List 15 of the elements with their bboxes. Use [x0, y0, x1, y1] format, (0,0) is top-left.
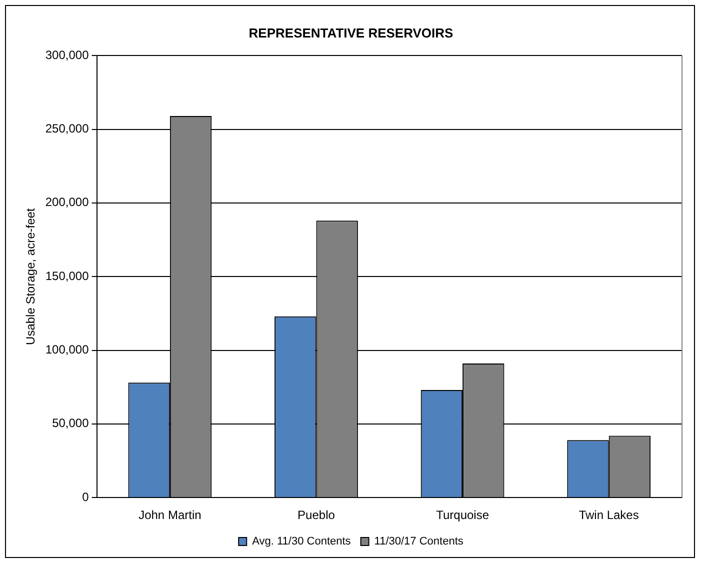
legend-label: 11/30/17 Contents — [374, 536, 464, 548]
y-tick-label: 200,000 — [45, 195, 90, 210]
legend-label: Avg. 11/30 Contents — [252, 536, 352, 548]
y-axis-title: Usable Storage, acre-feet — [24, 208, 38, 345]
y-tick-label: 50,000 — [52, 416, 90, 430]
x-tick-label: Turquoise — [436, 508, 490, 522]
x-tick-label: Pueblo — [298, 508, 336, 522]
y-tick-label: 300,000 — [45, 48, 90, 62]
x-tick-label: Twin Lakes — [578, 508, 639, 522]
chart-title: REPRESENTATIVE RESERVOIRS — [248, 25, 454, 40]
y-tick-label: 100,000 — [45, 342, 90, 357]
x-tick-label: John Martin — [138, 508, 202, 522]
y-tick-label: 0 — [82, 490, 90, 504]
y-tick-label: 150,000 — [45, 268, 90, 283]
y-tick-label: 250,000 — [45, 122, 90, 136]
